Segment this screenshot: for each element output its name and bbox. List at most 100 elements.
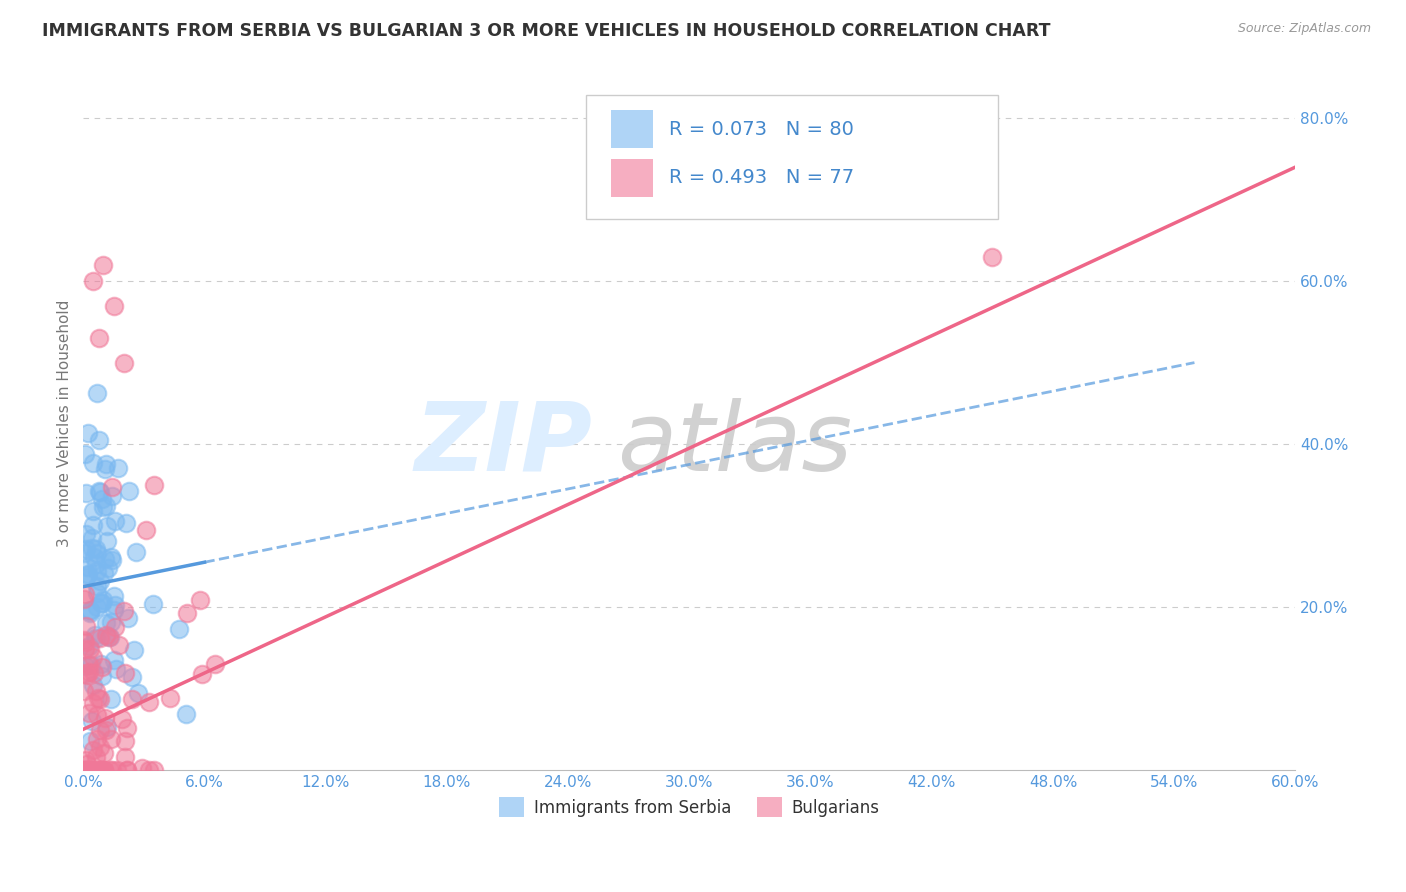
Point [90,596,112,610]
Point [121,670,143,684]
Text: ZIP: ZIP [415,398,592,491]
Point [103,603,125,617]
Point [108,638,131,652]
Point [94,723,117,737]
Point [89,433,111,447]
Point [77,425,100,440]
Point [90,660,112,674]
Point [86,542,108,557]
Point [93,763,115,777]
Point [75,527,97,541]
Point [73,591,96,606]
Point [76,667,98,681]
Point [80,531,103,545]
Point [84,628,107,642]
Point [76,763,98,777]
Point [76,763,98,777]
Point [79,604,101,618]
Point [103,598,125,612]
Point [86,564,108,578]
Point [96,534,118,549]
Point [75,619,97,633]
Point [75,666,97,681]
Point [83,665,105,680]
Point [101,489,124,503]
Point [96,615,118,630]
Point [89,691,111,706]
Point [94,462,117,476]
Point [79,641,101,656]
Point [104,620,127,634]
Point [127,686,149,700]
Point [91,593,114,607]
Point [142,763,165,777]
Point [100,480,122,494]
FancyBboxPatch shape [610,159,652,197]
Point [75,542,97,557]
Point [138,763,160,777]
Point [122,642,145,657]
Point [86,732,108,747]
Point [79,665,101,680]
Point [84,684,107,698]
FancyBboxPatch shape [610,111,652,148]
Point [86,579,108,593]
Point [176,606,198,620]
Point [112,604,135,618]
Point [103,653,125,667]
Point [73,641,96,656]
Point [111,712,134,726]
Legend: Immigrants from Serbia, Bulgarians: Immigrants from Serbia, Bulgarians [492,790,886,824]
Point [135,523,157,537]
Point [114,749,136,764]
Point [89,763,111,777]
FancyBboxPatch shape [586,95,998,219]
Point [114,516,136,531]
Point [82,503,104,517]
Point [86,708,108,723]
Point [76,568,98,582]
Point [191,667,214,681]
Point [103,589,125,603]
Point [90,669,112,683]
Point [93,258,115,272]
Point [75,753,97,767]
Point [79,763,101,777]
Point [82,714,104,729]
Point [138,695,160,709]
Point [83,549,105,564]
Point [98,630,121,644]
Point [93,763,115,777]
Point [93,566,115,580]
Point [96,720,118,734]
Point [121,691,143,706]
Point [100,615,122,630]
Point [981,250,1004,264]
Point [143,478,166,492]
Point [77,763,100,777]
Point [76,756,98,771]
Point [72,763,94,777]
Point [77,566,100,581]
Point [76,560,98,574]
Point [96,519,118,533]
Point [79,734,101,748]
Point [73,659,96,673]
Point [82,649,104,664]
Point [79,606,101,620]
Point [114,734,136,748]
Point [75,763,97,777]
Point [204,657,226,671]
Point [79,763,101,777]
Text: R = 0.073   N = 80: R = 0.073 N = 80 [669,120,853,139]
Point [82,456,104,470]
Point [96,500,118,514]
Point [86,763,108,777]
Point [101,553,124,567]
Point [93,551,115,566]
Point [188,593,211,607]
Text: R = 0.493   N = 77: R = 0.493 N = 77 [669,169,853,187]
Point [73,633,96,648]
Text: atlas: atlas [617,398,852,491]
Point [86,586,108,600]
